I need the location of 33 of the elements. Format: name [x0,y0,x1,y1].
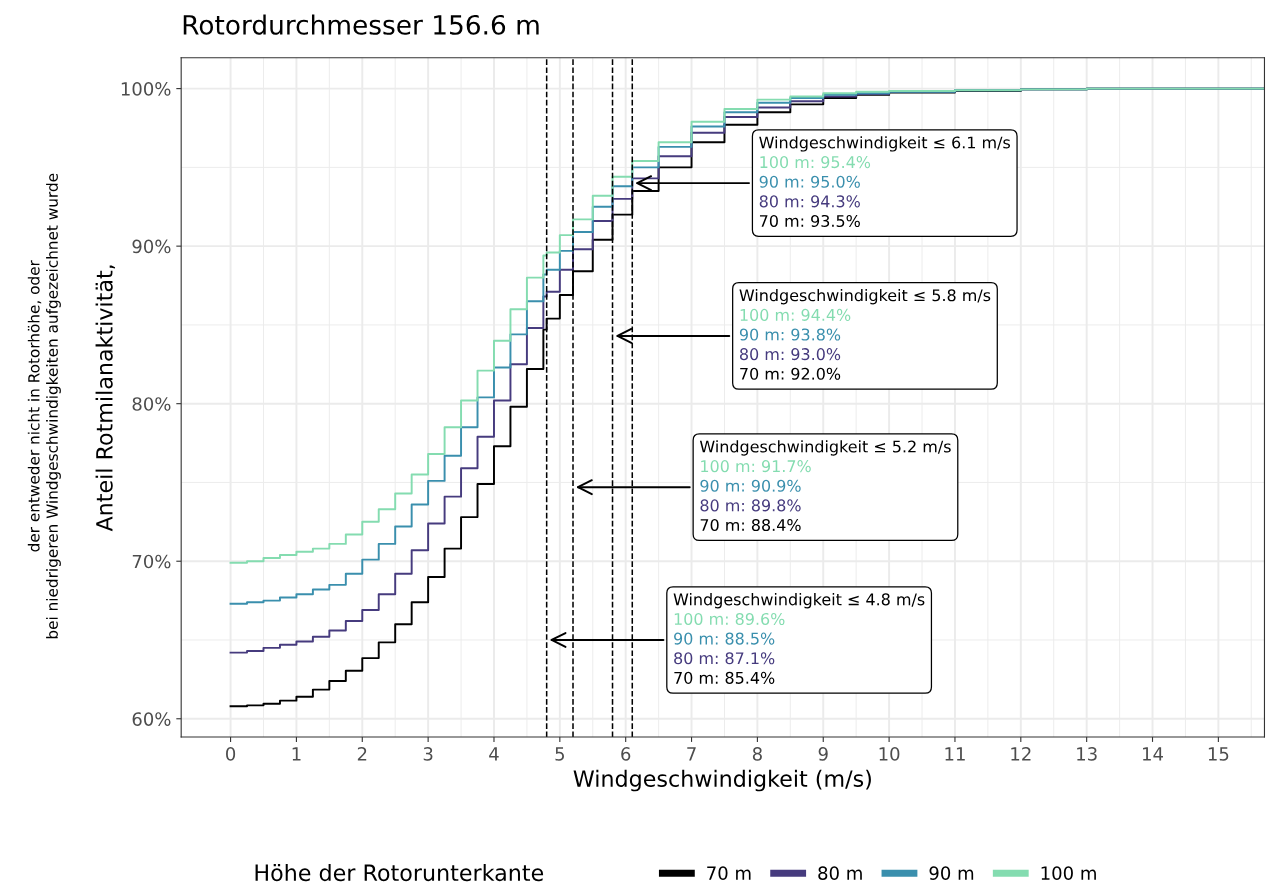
x-tick-label: 11 [945,747,965,761]
text: Anteil Rotmilanaktivität, der entweder nicht in Rotorhöhe, oder bei niedrigeren Windgeschwindigkeiten aufgezeichnet wurde [27,173,116,639]
x-tick-label: 10 [879,747,900,761]
x-tick-label: 0 [226,747,236,761]
x-tick-label: 1 [292,747,301,761]
legend-label: 100 m [1041,866,1096,880]
x-tick-label: 15 [1208,747,1229,761]
x-tick-label: 4 [489,747,499,761]
annotation: Windgeschwindigkeit ≤ 6.1 m/s 100 m: 95.4% 90 m: 95.0% 80 m: 94.3% 70 m: 93.5% [759,136,1011,228]
legend-label: 80 m [818,866,862,880]
y-tick-label: 80% [132,397,171,411]
x-tick-label: 6 [621,747,631,761]
y-tick-label: 60% [132,712,171,726]
legend-label: 70 m [707,866,751,880]
x-tick-label: 5 [555,747,564,761]
annotation: Windgeschwindigkeit ≤ 4.8 m/s 100 m: 89.6% 90 m: 88.5% 80 m: 87.1% 70 m: 85.4% [673,593,925,684]
annotation: Windgeschwindigkeit ≤ 5.8 m/s 100 m: 94.4% 90 m: 93.8% 80 m: 93.0% 70 m: 92.0% [739,288,991,380]
legend-label: 90 m [929,866,974,880]
y-tick-label: 70% [132,554,171,569]
x-tick-label: 12 [1011,747,1031,761]
x-tick-label: 2 [357,747,367,761]
x-axis-title: Windgeschwindigkeit (m/s) [573,769,871,792]
x-tick-label: 14 [1143,747,1163,761]
x-tick-label: 8 [752,747,762,761]
x-tick-label: 13 [1077,747,1097,761]
x-tick-label: 7 [687,747,696,761]
x-tick-label: 9 [818,747,828,761]
y-tick-label: 100% [121,82,171,96]
legend-title: Höhe der Rotorunterkante [255,863,544,882]
y-tick-label: 90% [132,239,171,254]
annotation: Windgeschwindigkeit ≤ 5.2 m/s 100 m: 91.7% 90 m: 90.9% 80 m: 89.8% 70 m: 88.4% [699,440,951,532]
x-tick-label: 3 [423,747,433,761]
chart-title: Rotordurchmesser 156.6 m [183,14,539,35]
